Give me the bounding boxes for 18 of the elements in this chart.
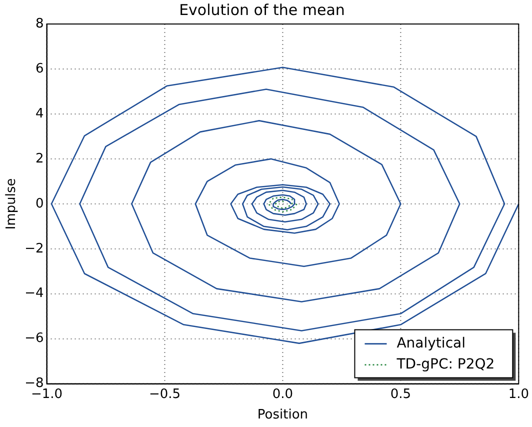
y-tick-label: 4 <box>35 106 44 122</box>
y-tick-label: −2 <box>24 241 44 256</box>
y-tick-label: −4 <box>24 286 44 302</box>
y-tick-label: 8 <box>35 16 44 32</box>
y-tick-label: 0 <box>35 196 44 212</box>
y-tick-label: 6 <box>35 61 44 76</box>
x-tick-label: 1.0 <box>508 386 530 402</box>
x-tick-label: 0.5 <box>390 386 412 402</box>
y-axis-title: Impulse <box>4 178 20 230</box>
legend-label: TD-gPC: P2Q2 <box>396 356 495 372</box>
chart-title: Evolution of the mean <box>179 0 345 19</box>
x-tick-label: −0.5 <box>148 386 181 402</box>
x-tick-label: 0.0 <box>272 386 294 402</box>
y-tick-label: 2 <box>35 151 44 166</box>
line-series <box>268 196 298 212</box>
legend-label: Analytical <box>396 335 466 352</box>
y-tick-label: −6 <box>24 331 44 346</box>
x-axis-title: Position <box>257 408 308 423</box>
